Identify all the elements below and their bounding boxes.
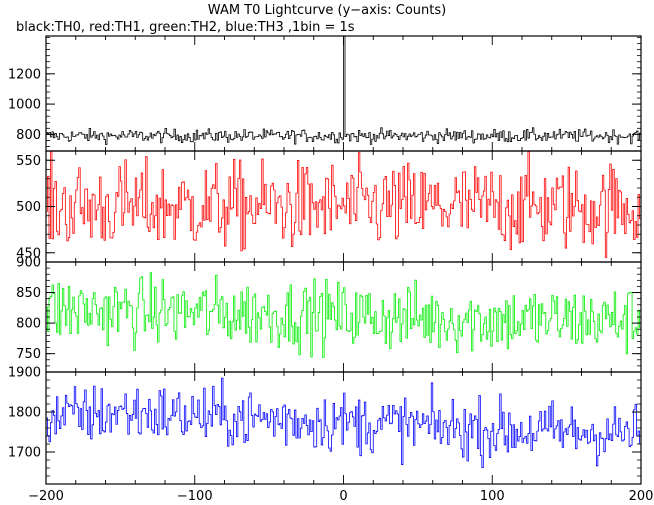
series-th1 <box>46 151 641 258</box>
series-th2 <box>46 272 641 358</box>
x-tick-label: 200 <box>629 489 654 504</box>
x-tick-label: −100 <box>177 489 213 504</box>
panel-th3: 1700 1800 1900 <box>8 366 642 485</box>
y-tick-label: 750 <box>16 347 41 362</box>
panel-th0: 800 1000 1200 <box>8 35 642 152</box>
y-tick-label: 450 <box>16 246 41 261</box>
y-tick-label: 550 <box>16 154 41 169</box>
x-axis: −200 −100 0 100 200 <box>28 489 653 504</box>
y-tick-label: 850 <box>16 286 41 301</box>
y-tick-label: 1700 <box>8 446 41 461</box>
y-tick-label: 900 <box>16 256 41 271</box>
panel-th2: 750 800 850 900 <box>16 256 642 373</box>
y-tick-label: 800 <box>16 317 41 332</box>
y-tick-label: 1000 <box>8 98 41 113</box>
y-tick-label: 1800 <box>8 406 41 421</box>
x-tick-label: 100 <box>480 489 505 504</box>
x-tick-label: −200 <box>28 489 64 504</box>
y-tick-label: 1200 <box>8 67 41 82</box>
y-tick-label: 800 <box>16 128 41 143</box>
chart-title: WAM T0 Lightcurve (y−axis: Counts) <box>208 3 446 18</box>
series-th3 <box>46 377 641 469</box>
panel-th1: 450 500 550 <box>16 150 642 263</box>
x-tick-label: 0 <box>339 489 347 504</box>
panels-group: 800 1000 1200 450 500 550 750 800 850 900 1700 1800… <box>8 35 642 485</box>
y-tick-label: 500 <box>16 200 41 215</box>
y-tick-label: 1900 <box>8 366 41 381</box>
chart-subtitle: black:TH0, red:TH1, green:TH2, blue:TH3 … <box>16 20 355 35</box>
series-th0 <box>46 36 641 145</box>
